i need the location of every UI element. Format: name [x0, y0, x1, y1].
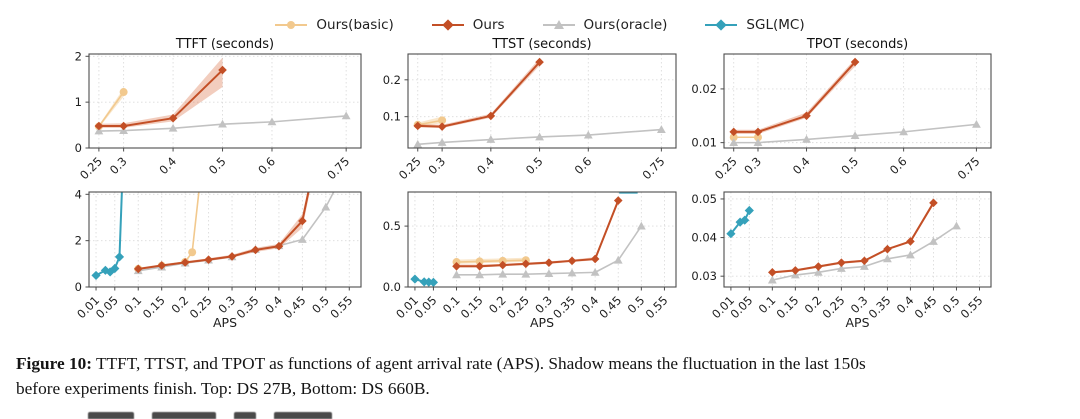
- caption-line-1: TTFT, TTST, and TPOT as functions of age…: [92, 354, 866, 373]
- svg-text:TTFT (seconds): TTFT (seconds): [175, 37, 274, 52]
- svg-text:0.01: 0.01: [691, 136, 717, 150]
- legend-label: SGL(MC): [746, 17, 805, 33]
- svg-text:0.15: 0.15: [773, 293, 801, 321]
- svg-text:0.25: 0.25: [504, 293, 532, 321]
- svg-text:0.5: 0.5: [383, 219, 401, 233]
- svg-text:0.5: 0.5: [523, 154, 546, 177]
- svg-text:0.45: 0.45: [912, 293, 940, 321]
- svg-text:0.35: 0.35: [550, 293, 578, 321]
- svg-text:APS: APS: [530, 315, 554, 330]
- svg-text:0.05: 0.05: [93, 293, 121, 321]
- svg-text:0.0: 0.0: [383, 280, 401, 294]
- svg-text:0.5: 0.5: [838, 154, 861, 177]
- svg-text:0.02: 0.02: [691, 82, 717, 96]
- svg-text:TPOT (seconds): TPOT (seconds): [806, 37, 908, 52]
- svg-text:0.04: 0.04: [691, 231, 717, 245]
- svg-text:0.75: 0.75: [639, 154, 667, 182]
- svg-text:0.45: 0.45: [280, 293, 308, 321]
- cutoff-text-fragment: [88, 412, 488, 419]
- svg-text:0.25: 0.25: [712, 154, 740, 182]
- svg-text:0.55: 0.55: [958, 293, 986, 321]
- legend-item-sgl-mc: SGL(MC): [705, 17, 805, 33]
- svg-text:0.4: 0.4: [156, 154, 179, 177]
- legend-label: Ours(basic): [316, 17, 394, 33]
- svg-text:0.25: 0.25: [77, 154, 105, 182]
- chart-legend: Ours(basic) Ours Ours(oracle) SGL(MC): [0, 12, 1080, 38]
- svg-text:0.75: 0.75: [324, 154, 352, 182]
- svg-text:0.4: 0.4: [790, 154, 813, 177]
- svg-text:0.15: 0.15: [458, 293, 486, 321]
- legend-item-ours-basic: Ours(basic): [275, 17, 394, 33]
- legend-label: Ours(oracle): [583, 17, 668, 33]
- figure-label: Figure 10:: [16, 354, 92, 373]
- svg-text:0.15: 0.15: [140, 293, 168, 321]
- svg-text:4: 4: [75, 187, 82, 201]
- svg-text:APS: APS: [845, 315, 869, 330]
- legend-item-ours: Ours: [431, 17, 505, 33]
- svg-text:0.55: 0.55: [643, 293, 671, 321]
- caption-line-2: before experiments finish. Top: DS 27B, …: [16, 379, 430, 398]
- svg-text:APS: APS: [213, 315, 237, 330]
- svg-text:2: 2: [75, 234, 82, 248]
- svg-text:0.05: 0.05: [727, 293, 755, 321]
- svg-text:0.55: 0.55: [327, 293, 355, 321]
- svg-text:0.3: 0.3: [425, 154, 448, 177]
- svg-text:0.25: 0.25: [820, 293, 848, 321]
- figure-caption: Figure 10: TTFT, TTST, and TPOT as funct…: [16, 351, 1066, 401]
- svg-text:0: 0: [75, 141, 82, 155]
- svg-text:0.6: 0.6: [572, 154, 595, 177]
- svg-text:0.1: 0.1: [383, 110, 401, 124]
- svg-text:0.35: 0.35: [234, 293, 262, 321]
- svg-text:0.25: 0.25: [187, 293, 215, 321]
- svg-text:1: 1: [75, 95, 82, 109]
- ours-oracle-marker-icon: [542, 19, 575, 31]
- svg-text:0.05: 0.05: [412, 293, 440, 321]
- legend-label: Ours: [472, 17, 505, 33]
- svg-text:0.25: 0.25: [396, 154, 424, 182]
- svg-text:0.3: 0.3: [107, 154, 130, 177]
- ours-basic-marker-icon: [275, 19, 308, 31]
- svg-text:0.45: 0.45: [596, 293, 624, 321]
- svg-text:0.2: 0.2: [383, 73, 401, 87]
- sgl-mc-marker-icon: [705, 19, 738, 31]
- svg-text:0.6: 0.6: [255, 154, 278, 177]
- svg-text:0.3: 0.3: [741, 154, 764, 177]
- svg-text:0.75: 0.75: [955, 154, 983, 182]
- svg-text:TTST (seconds): TTST (seconds): [491, 37, 591, 52]
- svg-text:2: 2: [75, 49, 82, 63]
- svg-text:0.4: 0.4: [474, 154, 497, 177]
- legend-item-ours-oracle: Ours(oracle): [542, 17, 668, 33]
- svg-text:0.05: 0.05: [691, 192, 717, 206]
- svg-text:0.5: 0.5: [206, 154, 229, 177]
- svg-text:0.03: 0.03: [691, 269, 717, 283]
- ours-marker-icon: [431, 19, 464, 31]
- svg-text:0.35: 0.35: [866, 293, 894, 321]
- svg-text:0.6: 0.6: [887, 154, 910, 177]
- svg-text:0: 0: [75, 280, 82, 294]
